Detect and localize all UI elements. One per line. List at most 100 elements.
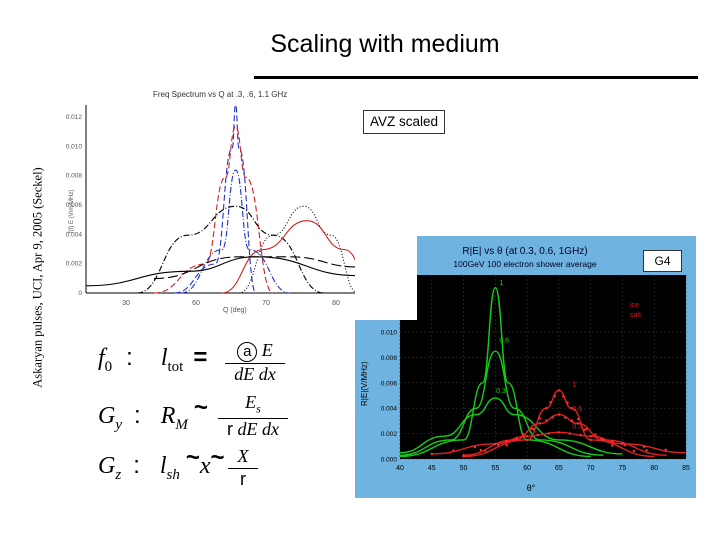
right-x-tick: 45: [428, 465, 436, 472]
f0-den: dE dx: [225, 363, 285, 385]
left-series-line: [221, 220, 376, 294]
right-series-point: [564, 416, 567, 419]
gy-den: dE dx: [237, 418, 279, 439]
right-series-point: [600, 437, 603, 440]
left-chart-title: Freq Spectrum vs Q at .3, .6, 1.1 GHz: [153, 90, 287, 99]
equation-f0: f0 : ltot =: [98, 344, 298, 384]
right-y-tick: 0.002: [381, 431, 398, 438]
gz-x: x: [199, 453, 211, 479]
right-series-point: [525, 438, 529, 442]
left-series-line: [85, 256, 359, 287]
equation-gy: Gy : RM ~: [98, 394, 248, 442]
right-plot-area: [400, 275, 686, 459]
right-x-tick: 55: [491, 465, 499, 472]
right-series-point: [632, 449, 636, 453]
gy-num: E: [245, 392, 257, 412]
f0-num-a: a: [237, 342, 258, 362]
right-series-point: [551, 416, 554, 419]
right-series-point: [536, 433, 540, 437]
right-series-point: [538, 422, 542, 425]
right-y-tick: 0.006: [381, 380, 398, 387]
right-series-point: [504, 439, 508, 443]
right-series-point: [623, 443, 627, 447]
right-x-tick: 65: [555, 465, 563, 472]
right-y-tick: 0.000: [381, 457, 398, 464]
right-series-point: [589, 438, 592, 442]
right-xlabel: θ°: [527, 483, 536, 493]
right-y-tick: 0.008: [381, 355, 398, 362]
f0-rhs: l: [160, 345, 168, 371]
right-series-point: [585, 427, 588, 431]
right-series-point: [547, 432, 550, 435]
title-divider: [254, 76, 698, 79]
f0-lhs: f: [98, 345, 105, 371]
legend-ice: ice: [630, 302, 639, 309]
right-series-point: [545, 419, 548, 422]
equation-gz: Gz : lsh ~x~: [98, 444, 248, 492]
f0-colon: :: [126, 344, 133, 371]
gz-tilde1: ~: [185, 444, 200, 471]
right-series-point: [570, 407, 573, 410]
right-ylabel: R|E|(V/MHz): [360, 361, 369, 406]
g4-label: G4: [643, 250, 682, 272]
right-series-point: [562, 395, 565, 398]
right-annotation: 1: [499, 280, 503, 287]
f0-rhs-sub: tot: [167, 358, 184, 375]
right-series-point: [525, 434, 529, 438]
left-series-line: [174, 104, 257, 294]
gy-fraction: Es r dE dx: [218, 392, 288, 442]
gz-fraction: X r: [228, 446, 258, 496]
left-x-tick: 80: [332, 300, 340, 307]
left-x-tick: 60: [192, 300, 200, 307]
gz-tilde2: ~: [210, 444, 225, 471]
right-ticks: 40 45 50 55 60 65 70 75 80 85 0.000 0.002 0.004 0.006…: [381, 275, 690, 472]
left-frequency-plot: Freq Spectrum vs Q at .3, .6, 1.1 GHz Q …: [58, 83, 415, 315]
left-y-tick: 0.010: [66, 143, 83, 150]
right-x-tick: 70: [587, 465, 595, 472]
right-series-point: [532, 427, 535, 431]
f0-num-E: E: [261, 340, 273, 360]
left-y-tick: 0.002: [66, 261, 83, 268]
right-series-point: [611, 444, 614, 447]
right-series-point: [494, 442, 497, 445]
right-series-point: [479, 448, 483, 452]
right-annotation: 1: [572, 382, 576, 389]
gz-num: X: [237, 446, 249, 466]
right-series-point: [544, 407, 548, 410]
right-annotation: 0.6: [572, 406, 582, 413]
right-series-point: [645, 449, 648, 452]
right-series-point: [553, 394, 557, 398]
left-y-tick: 0.004: [66, 231, 83, 238]
right-series-line: [399, 397, 623, 455]
f0-fraction: a E dE dx: [225, 340, 285, 390]
right-series-point: [515, 437, 519, 440]
right-series-point: [568, 432, 571, 435]
right-g4-plot: R|E| vs θ (at 0.3, 0.6, 1GHz) 100GeV 100…: [360, 246, 690, 493]
right-series-point: [621, 442, 624, 445]
panel-overlap: [355, 236, 417, 320]
left-ylabel: f(f) E (V/m/MHz): [69, 190, 75, 233]
right-series-point: [570, 419, 574, 422]
right-chart-title: R|E| vs θ (at 0.3, 0.6, 1GHz): [462, 246, 587, 257]
right-annotations: 1 0.6 0.3 1 0.6 0.3: [496, 280, 582, 430]
right-series-point: [594, 433, 597, 436]
right-series-point: [579, 433, 582, 437]
left-series-line: [153, 256, 359, 280]
gy-sub: y: [115, 416, 123, 433]
left-series: [85, 104, 376, 294]
right-series-point: [530, 427, 533, 430]
right-series-point: [583, 428, 586, 432]
right-series-point: [549, 401, 552, 404]
right-chart-subtitle: 100GeV 100 electron shower average: [453, 259, 596, 269]
right-series-point: [576, 417, 580, 421]
gy-rhs-sub: M: [175, 416, 188, 433]
right-x-tick: 75: [619, 465, 627, 472]
gy-num-sub: s: [256, 401, 261, 416]
gz-den: r: [228, 468, 258, 490]
right-series-point: [642, 445, 646, 448]
right-series-point: [538, 417, 542, 420]
right-series-point: [473, 445, 477, 449]
right-x-tick: 60: [523, 465, 531, 472]
right-series-point: [576, 422, 580, 425]
legend-salt: salt: [630, 312, 641, 319]
